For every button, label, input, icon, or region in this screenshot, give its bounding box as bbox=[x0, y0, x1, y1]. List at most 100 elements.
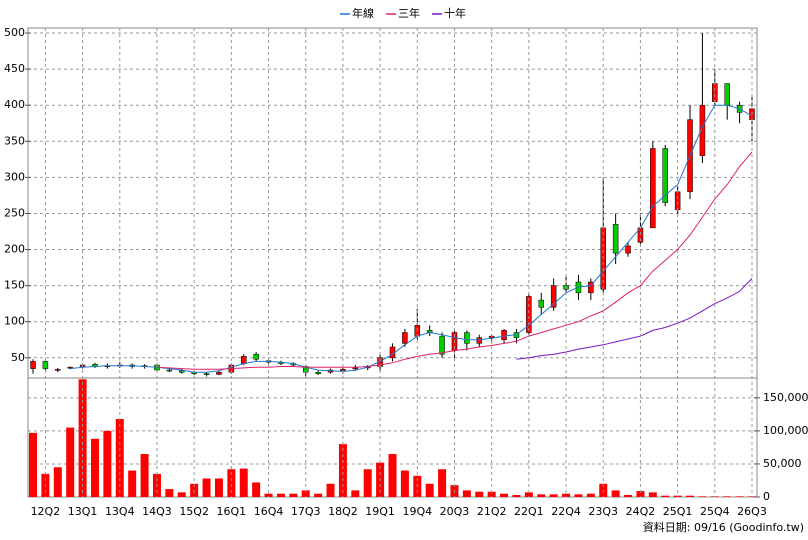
x-tick-label: 15Q2 bbox=[179, 505, 209, 518]
x-tick-label: 20Q3 bbox=[440, 505, 470, 518]
volume-bar bbox=[698, 496, 707, 497]
candle-body bbox=[253, 353, 259, 360]
y-tick-label: 200 bbox=[4, 243, 25, 256]
volume-bar bbox=[103, 430, 112, 497]
y-tick-label: 500 bbox=[4, 26, 25, 39]
volume-bar bbox=[314, 493, 323, 497]
candle-body bbox=[550, 285, 557, 308]
volume-bar bbox=[611, 490, 620, 497]
candle-body bbox=[203, 373, 210, 375]
candle-body bbox=[662, 148, 668, 203]
x-tick-label: 26Q3 bbox=[737, 505, 767, 518]
y-tick-label: 350 bbox=[4, 134, 25, 147]
volume-bar bbox=[177, 492, 186, 497]
x-tick-label: 21Q2 bbox=[477, 505, 507, 518]
x-tick-label: 16Q1 bbox=[217, 505, 247, 518]
y-tick-label: 150 bbox=[4, 279, 25, 292]
volume-bar bbox=[723, 496, 732, 497]
volume-bar bbox=[388, 454, 397, 497]
volume-bar bbox=[239, 468, 248, 497]
x-tick-label: 13Q1 bbox=[68, 505, 98, 518]
volume-bar bbox=[549, 494, 558, 497]
x-tick-label: 23Q3 bbox=[588, 505, 618, 518]
line-series bbox=[156, 151, 753, 370]
legend-label: 年線 bbox=[352, 6, 374, 20]
y2-tick-label: 150,000 bbox=[763, 391, 808, 404]
x-tick-label: 17Q3 bbox=[291, 505, 321, 518]
y-tick-label: 400 bbox=[4, 98, 25, 111]
x-tick-label: 22Q1 bbox=[514, 505, 544, 518]
plot-frame bbox=[27, 27, 758, 498]
y2-tick-label: 100,000 bbox=[763, 424, 808, 437]
volume-bar bbox=[276, 493, 285, 497]
volume-bar bbox=[636, 491, 645, 497]
volume-bar bbox=[438, 469, 447, 497]
x-tick-label: 24Q2 bbox=[626, 505, 656, 518]
candle-body bbox=[476, 337, 483, 344]
candle-body bbox=[439, 335, 445, 355]
volume-bar bbox=[686, 495, 695, 497]
legend-label: 十年 bbox=[444, 6, 466, 20]
candle-body bbox=[352, 367, 359, 370]
candle-body bbox=[166, 369, 173, 372]
volume-bar bbox=[264, 493, 273, 497]
volume-bar bbox=[53, 467, 62, 497]
x-tick-label: 25Q1 bbox=[663, 505, 693, 518]
candle-body bbox=[55, 369, 61, 371]
x-tick-label: 22Q4 bbox=[551, 505, 581, 518]
candle-body bbox=[625, 245, 631, 254]
volume-bar bbox=[512, 495, 521, 497]
x-tick-label: 13Q4 bbox=[105, 505, 135, 518]
y2-tick-label: 0 bbox=[763, 490, 770, 503]
candle-body bbox=[30, 361, 36, 369]
y-tick-label: 100 bbox=[4, 315, 25, 328]
candle-body bbox=[501, 330, 507, 341]
volume-bar bbox=[165, 489, 174, 497]
x-tick-label: 19Q4 bbox=[402, 505, 432, 518]
volume-bar bbox=[301, 490, 310, 497]
candle-body bbox=[612, 224, 619, 254]
footnote: 資料日期: 09/16 (Goodinfo.tw) bbox=[643, 520, 804, 534]
volume-bar bbox=[202, 478, 211, 497]
candle-body bbox=[464, 332, 470, 344]
volume-bar bbox=[66, 427, 75, 497]
volume-bar bbox=[400, 470, 409, 497]
candle-body bbox=[538, 299, 545, 308]
candle-body bbox=[315, 371, 321, 374]
y-tick-label: 250 bbox=[4, 206, 25, 219]
line-series bbox=[70, 104, 753, 373]
volume-bar bbox=[128, 470, 137, 497]
legend-label: 三年 bbox=[398, 6, 420, 20]
y2-tick-label: 50,000 bbox=[763, 457, 802, 470]
candle-body bbox=[240, 356, 247, 364]
y-tick-label: 450 bbox=[4, 62, 25, 75]
candle-body bbox=[216, 371, 222, 375]
x-tick-label: 25Q4 bbox=[700, 505, 730, 518]
x-tick-label: 18Q2 bbox=[328, 505, 358, 518]
volume-bar bbox=[487, 491, 496, 497]
volume-bar bbox=[326, 483, 335, 497]
candle-body bbox=[712, 83, 718, 102]
line-series bbox=[516, 278, 753, 360]
volume-bar bbox=[537, 494, 546, 497]
volume-bar bbox=[425, 483, 434, 497]
candle-body bbox=[588, 281, 594, 294]
volume-bar bbox=[661, 495, 670, 497]
volume-bar bbox=[562, 493, 571, 497]
volume-bar bbox=[29, 432, 37, 497]
candle-body bbox=[526, 296, 532, 333]
volume-bar bbox=[351, 490, 360, 497]
candle-body bbox=[724, 83, 730, 106]
y-tick-label: 50 bbox=[11, 351, 25, 364]
volume-bar bbox=[475, 491, 484, 497]
volume-bar bbox=[338, 444, 347, 497]
volume-bar bbox=[289, 493, 298, 497]
volume-bar bbox=[648, 492, 657, 497]
x-tick-label: 14Q3 bbox=[142, 505, 172, 518]
x-tick-label: 19Q1 bbox=[365, 505, 395, 518]
volume-bar bbox=[115, 418, 124, 497]
volume-bar bbox=[140, 454, 149, 497]
candle-body bbox=[179, 370, 185, 373]
volume-bar bbox=[574, 494, 583, 497]
